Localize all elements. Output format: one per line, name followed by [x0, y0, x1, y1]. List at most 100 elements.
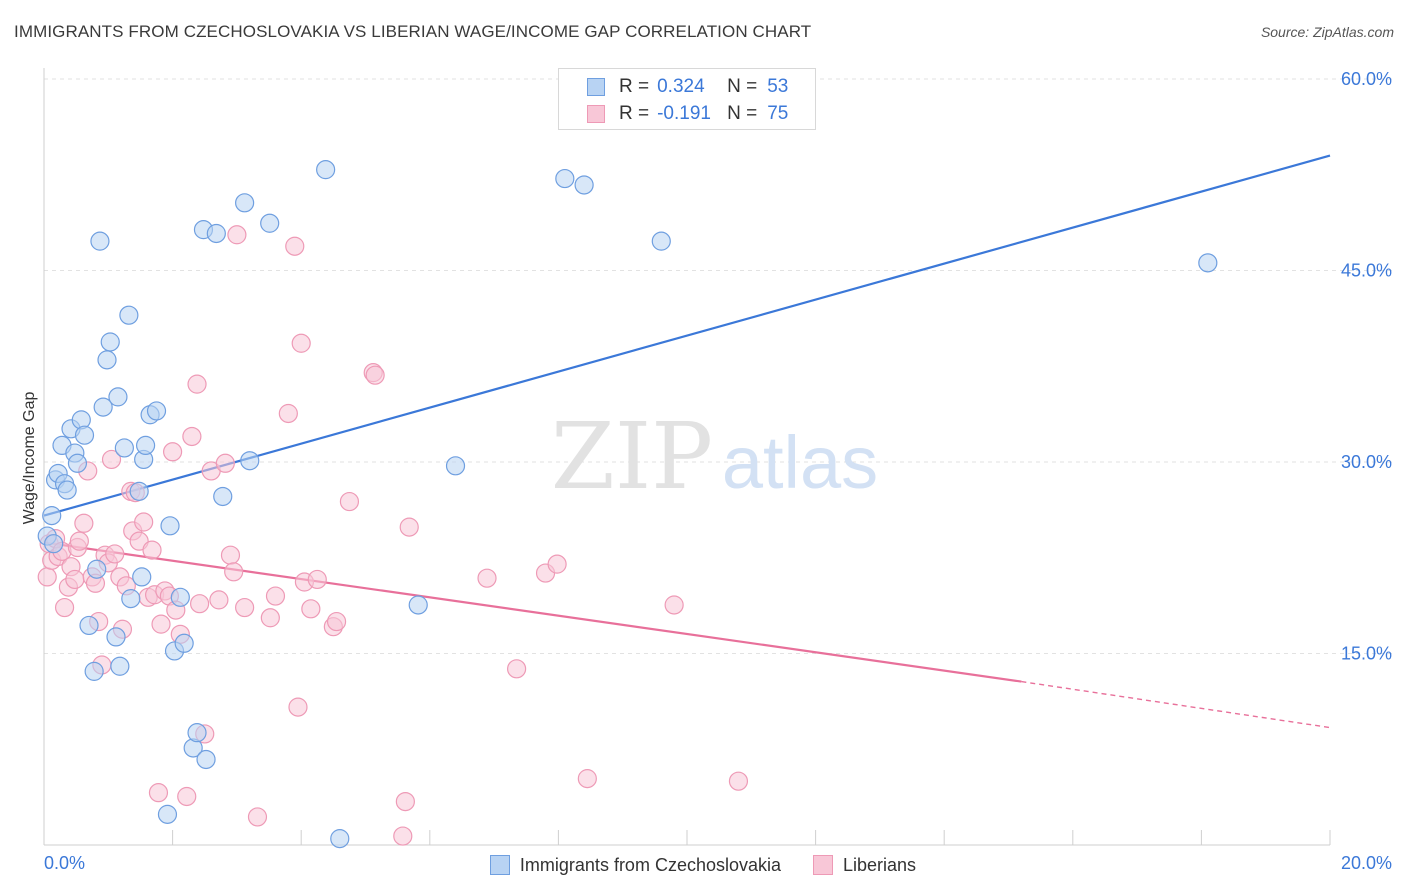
legend-r-label: R = [619, 103, 650, 124]
x-tick-label: 0.0% [44, 853, 85, 873]
y-tick-label: 45.0% [1341, 261, 1392, 281]
czech-point [213, 486, 233, 507]
liberians-point [148, 783, 169, 803]
legend-n-value: 75 [767, 103, 789, 124]
liberians-point [265, 586, 286, 606]
liberians-point [215, 453, 235, 473]
liberians-point [105, 544, 125, 564]
legend-swatch-blue [587, 78, 605, 96]
legend-r-value: -0.191 [657, 103, 711, 124]
czech-point [119, 305, 139, 325]
czech-point [90, 231, 110, 251]
legend-swatch-blue [489, 855, 510, 875]
czech-point [555, 168, 575, 189]
czech-point [84, 661, 104, 681]
liberians-point [187, 374, 207, 394]
czech-point [97, 350, 117, 370]
liberians-point [278, 403, 298, 424]
liberians-point [54, 597, 75, 618]
liberians-point [477, 568, 497, 588]
czech-point [408, 595, 428, 615]
liberians-point [182, 426, 202, 447]
czech-point [160, 516, 180, 536]
liberians-point [151, 614, 171, 634]
liberians-point [507, 659, 527, 679]
legend-item-czech[interactable]: Immigrants from Czechoslovakia [489, 855, 781, 876]
liberians-point [177, 786, 197, 807]
liberians-point [74, 513, 94, 533]
czech-point [67, 453, 88, 473]
legend-row-liberians: R = -0.191 N = 75 [587, 102, 788, 126]
watermark-zip: ZIP [551, 403, 713, 510]
liberians-point [577, 769, 597, 789]
liberians-trend-line [43, 541, 1022, 683]
y-tick-label: 15.0% [1341, 644, 1392, 664]
czech-point [235, 193, 255, 213]
liberians-point [547, 554, 567, 574]
series-legend: Immigrants from Czechoslovakia Liberians [0, 852, 1406, 878]
liberians-trend-extension [1021, 680, 1331, 729]
liberians-point [220, 545, 241, 565]
liberians-point [664, 595, 684, 615]
czech-point [100, 332, 120, 352]
y-tick-label: 60.0% [1341, 69, 1392, 89]
liberians-point [728, 771, 749, 791]
axis-labels: 15.0% 30.0% 45.0% 60.0% 0.0% 20.0% Wage/Income… [21, 69, 1392, 873]
czech-point [170, 587, 190, 607]
liberians-point [163, 442, 183, 462]
czech-point [1198, 253, 1218, 273]
liberians-point [69, 531, 89, 551]
liberians-point [339, 491, 360, 512]
legend-r-label: R = [619, 76, 650, 97]
czech-point [57, 480, 77, 500]
liberians-point [285, 236, 305, 256]
legend-n-label: N = [727, 76, 758, 97]
czech-point [330, 829, 350, 849]
czech-point [157, 804, 178, 824]
czech-point [79, 615, 99, 636]
liberians-point [227, 225, 247, 245]
czech-point [87, 559, 107, 579]
legend-n-value: 53 [767, 76, 789, 97]
correlation-legend: R = 0.324 N = 53 R = -0.191 N = 75 [558, 68, 816, 130]
axes [43, 68, 1331, 846]
liberians-point [247, 807, 268, 827]
liberians-point [326, 611, 347, 632]
grid-lines [44, 78, 1392, 654]
czech-point [146, 401, 167, 421]
czech-point [574, 175, 594, 195]
liberians-point [260, 608, 280, 628]
watermark-atlas: atlas [722, 421, 878, 504]
liberians-point [224, 562, 244, 582]
czech-point [187, 723, 207, 743]
legend-item-liberians[interactable]: Liberians [813, 855, 916, 876]
czech-point [240, 451, 260, 471]
x-tick-label: 20.0% [1341, 853, 1392, 873]
legend-label-liberians: Liberians [843, 854, 917, 875]
liberians-point [190, 594, 210, 614]
czech-point [129, 481, 149, 501]
legend-swatch-pink [813, 855, 834, 875]
legend-r-value: 0.324 [657, 76, 705, 97]
czech-point [44, 534, 64, 554]
czech-point [174, 633, 194, 653]
liberians-point [307, 569, 327, 590]
czech-point [93, 397, 113, 417]
czech-trend [43, 154, 1331, 517]
liberians-point [65, 569, 85, 590]
czech-point [316, 160, 336, 180]
czech-point [74, 425, 95, 445]
liberians-point [301, 599, 321, 619]
liberians-point [37, 567, 57, 587]
y-axis-title: Wage/Income Gap [21, 392, 38, 525]
czech-point [445, 456, 466, 476]
liberians-point [288, 697, 308, 717]
czech-point [196, 749, 216, 770]
chart-title: IMMIGRANTS FROM CZECHOSLOVAKIA VS LIBERI… [14, 22, 812, 41]
czech-point [114, 438, 134, 458]
liberians-point [101, 449, 122, 470]
czech-point [106, 627, 126, 647]
czech-point [135, 435, 156, 456]
legend-row-czech: R = 0.324 N = 53 [587, 75, 788, 99]
